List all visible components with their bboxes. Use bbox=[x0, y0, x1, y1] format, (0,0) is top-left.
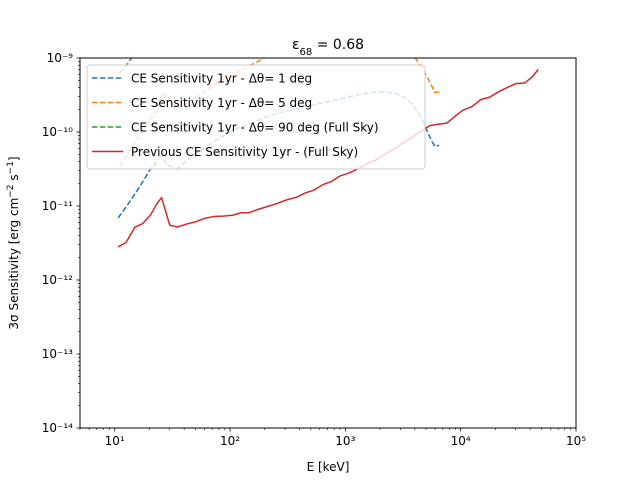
legend-box bbox=[86, 64, 426, 170]
x-tick-label: 10³ bbox=[335, 434, 355, 448]
x-axis: 10¹ 10² 10³ 10⁴ 10⁵ bbox=[79, 428, 586, 448]
series-line-2-right bbox=[414, 58, 440, 94]
x-tick-label: 10² bbox=[220, 434, 240, 448]
legend-entry-3: CE Sensitivity 1yr - Δθ= 90 deg (Full Sk… bbox=[131, 121, 379, 135]
x-tick-label: 10⁴ bbox=[451, 434, 471, 448]
y-tick-label: 10⁻¹⁴ bbox=[42, 421, 73, 435]
plot-frame bbox=[79, 57, 577, 429]
legend-entry-1: CE Sensitivity 1yr - Δθ= 1 deg bbox=[131, 72, 312, 86]
legend-entry-2: CE Sensitivity 1yr - Δθ= 5 deg bbox=[131, 96, 312, 110]
y-tick-label: 10⁻¹³ bbox=[42, 347, 73, 361]
x-tick-label: 10¹ bbox=[105, 434, 125, 448]
y-tick-label: 10⁻¹⁰ bbox=[42, 125, 73, 139]
x-tick-label: 10⁵ bbox=[566, 434, 586, 448]
y-tick-label: 10⁻¹¹ bbox=[42, 199, 73, 213]
y-tick-label: 10⁻¹² bbox=[42, 273, 73, 287]
y-tick-label: 10⁻⁹ bbox=[47, 51, 74, 65]
legend: CE Sensitivity 1yr - Δθ= 1 deg CE Sensiti… bbox=[86, 64, 426, 170]
x-axis-label: E [keV] bbox=[307, 460, 350, 474]
y-axis: 10⁻¹⁴ 10⁻¹³ 10⁻¹² 10⁻¹¹ 10⁻¹⁰ 10⁻⁹ bbox=[42, 51, 80, 435]
legend-entry-4: Previous CE Sensitivity 1yr - (Full Sky) bbox=[131, 145, 358, 159]
y-axis-label: 3σ Sensitivity [erg cm−2 s−1] bbox=[6, 156, 21, 329]
series-line-4 bbox=[117, 68, 539, 248]
